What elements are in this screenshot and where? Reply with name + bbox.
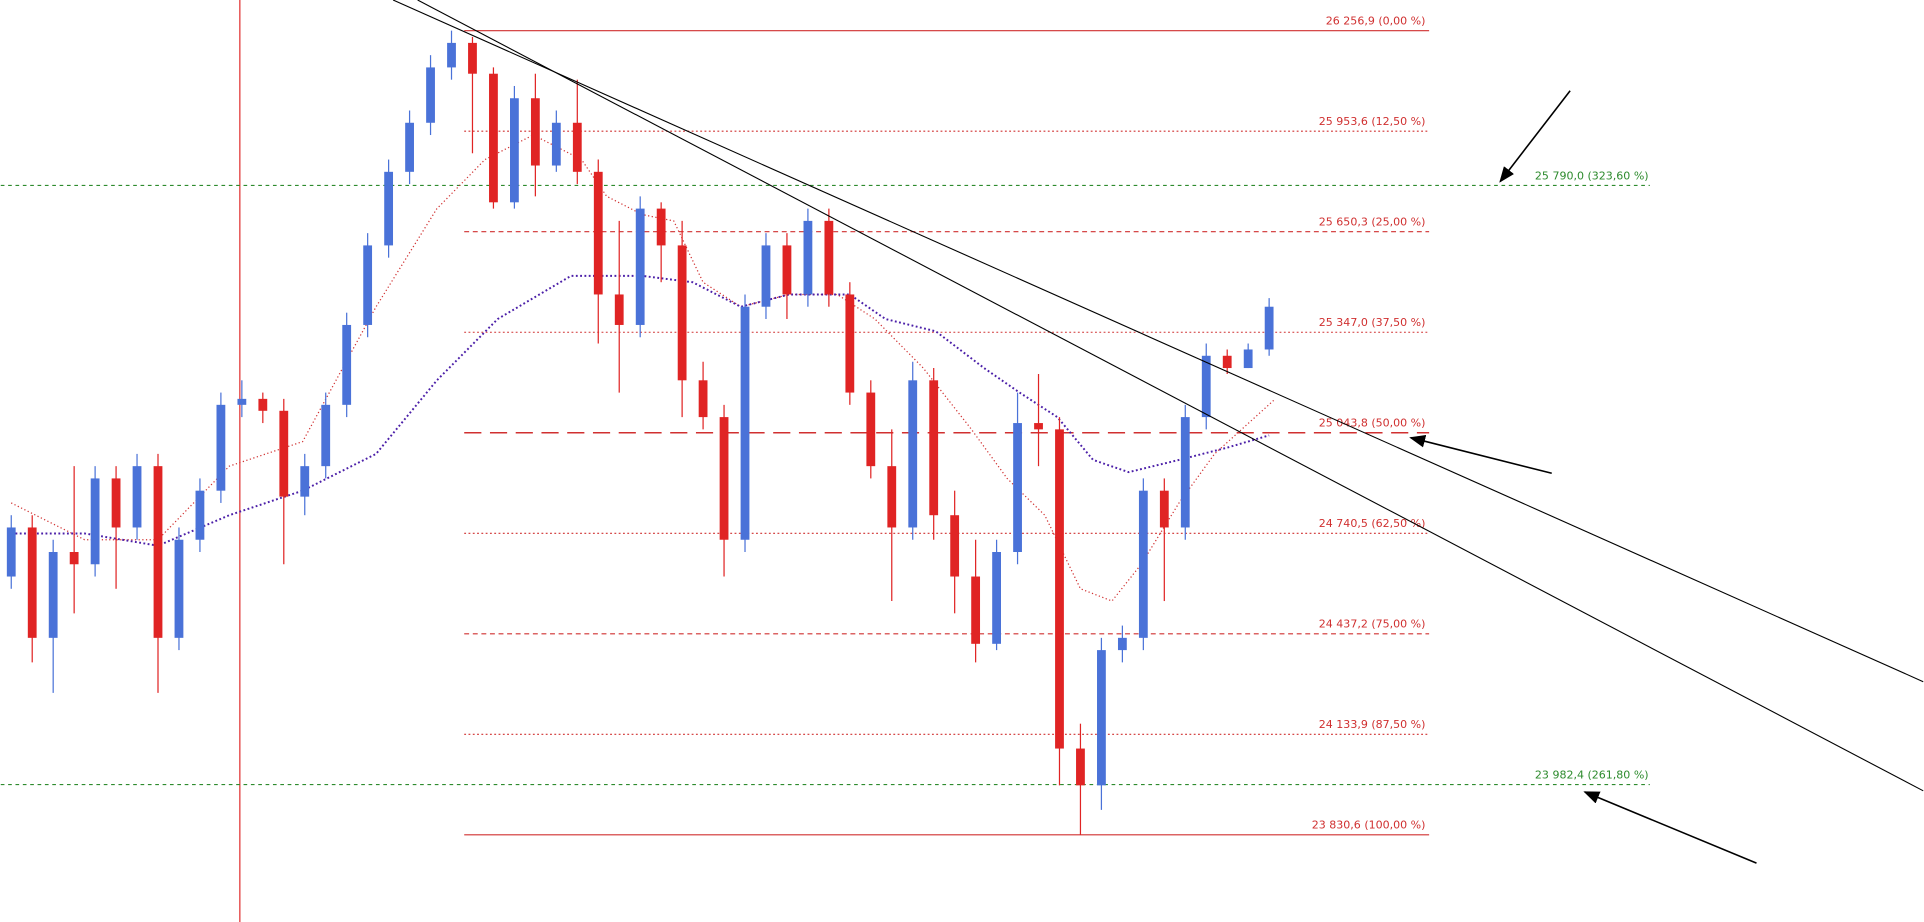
arrow [1583, 791, 1757, 864]
candle-body [1222, 355, 1232, 369]
level-label: 25 043,8 (50,00 %) [1319, 417, 1426, 430]
candle-body [195, 490, 205, 540]
candle-body [929, 380, 939, 516]
candle-body [216, 404, 226, 491]
candle-body [321, 404, 331, 467]
level-label: 23 982,4 (261,80 %) [1535, 768, 1649, 781]
candle-body [237, 398, 247, 405]
candle-body [384, 171, 394, 246]
level-label: 25 953,6 (12,50 %) [1319, 115, 1426, 128]
candle-body [174, 539, 184, 638]
candle-body [1243, 349, 1253, 369]
candle-body [635, 208, 645, 325]
arrow [1499, 90, 1571, 183]
candle-body [950, 515, 960, 577]
candle-body [803, 220, 813, 295]
fib-levels: 26 256,9 (0,00 %) 25 953,6 (12,50 %) 25 79… [0, 15, 1650, 836]
candle-body [6, 527, 16, 577]
candle-body [824, 220, 834, 295]
level-label: 25 347,0 (37,50 %) [1319, 316, 1426, 329]
candle-body [1180, 417, 1190, 528]
candle-body [740, 306, 750, 540]
candle-body [530, 98, 540, 166]
candle-body [677, 245, 687, 381]
candle-body [782, 245, 792, 295]
candle-body [992, 552, 1001, 644]
candle-body [300, 466, 310, 497]
level-label: 26 256,9 (0,00 %) [1326, 15, 1426, 28]
candle-body [426, 67, 435, 123]
candle-body [1013, 423, 1022, 553]
candle-body [1201, 355, 1211, 418]
moving-average [10, 134, 1276, 602]
candle-body [845, 294, 855, 393]
candle-body [761, 245, 771, 307]
candle-body [698, 380, 708, 418]
candle-body [887, 466, 897, 528]
candle-body [719, 417, 729, 540]
candle-body [363, 245, 373, 325]
candle-body [132, 466, 142, 528]
candle-body [509, 98, 519, 203]
candle-body [111, 478, 121, 528]
candle-body [27, 527, 37, 638]
candle-body [153, 466, 163, 638]
candle-body [614, 294, 624, 325]
trend-line [417, 0, 1924, 792]
level-label: 24 133,9 (87,50 %) [1319, 718, 1426, 731]
candle-body [593, 171, 603, 295]
candle-body [48, 552, 58, 638]
level-label: 23 830,6 (100,00 %) [1312, 819, 1426, 832]
candle-body [1034, 423, 1043, 430]
candle-body [1076, 748, 1085, 786]
candles [6, 30, 1274, 835]
candle-body [572, 122, 582, 172]
trend-line [392, 0, 1924, 683]
moving-averages [10, 134, 1276, 602]
candle-body [258, 398, 268, 411]
level-label: 24 437,2 (75,00 %) [1319, 618, 1426, 631]
level-label: 24 740,5 (62,50 %) [1319, 517, 1426, 530]
candle-body [866, 392, 876, 467]
candle-body [279, 410, 289, 497]
candle-body [971, 576, 981, 644]
candle-body [551, 122, 561, 166]
level-label: 25 650,3 (25,00 %) [1319, 216, 1426, 229]
candle-body [69, 552, 79, 565]
candle-body [342, 324, 352, 405]
candle-body [489, 73, 498, 203]
candle-body [447, 42, 456, 68]
candle-body [405, 122, 414, 172]
candle-body [1264, 306, 1274, 350]
candle-body [90, 478, 100, 565]
candle-body [656, 208, 666, 246]
candle-body [1159, 490, 1169, 528]
arrow [1409, 435, 1552, 475]
candle-body [1138, 490, 1148, 638]
candle-body [468, 42, 477, 74]
candle-body [1055, 429, 1064, 749]
candle-body [908, 380, 918, 528]
candle-body [1097, 650, 1106, 786]
candle-body [1117, 637, 1127, 651]
level-label: 25 790,0 (323,60 %) [1535, 169, 1649, 182]
